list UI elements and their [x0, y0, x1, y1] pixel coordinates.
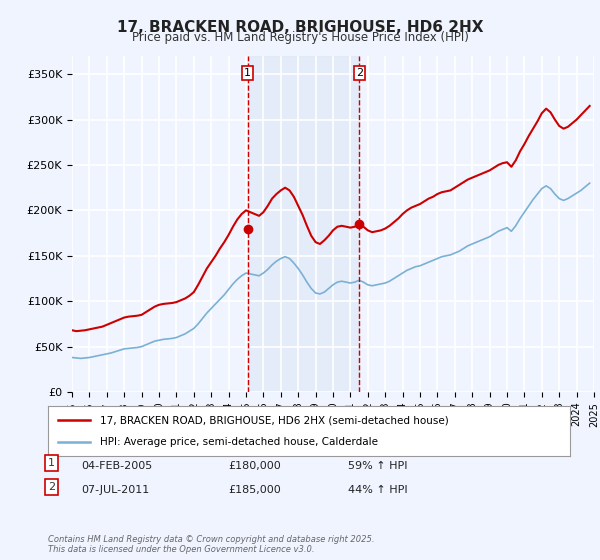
Text: HPI: Average price, semi-detached house, Calderdale: HPI: Average price, semi-detached house,… — [100, 437, 378, 447]
Text: Price paid vs. HM Land Registry's House Price Index (HPI): Price paid vs. HM Land Registry's House … — [131, 31, 469, 44]
Text: £185,000: £185,000 — [228, 485, 281, 495]
Text: 1: 1 — [244, 68, 251, 78]
Text: 1: 1 — [48, 458, 55, 468]
Text: 2: 2 — [48, 482, 55, 492]
Text: 07-JUL-2011: 07-JUL-2011 — [81, 485, 149, 495]
Text: 59% ↑ HPI: 59% ↑ HPI — [348, 461, 407, 471]
Bar — [248, 56, 359, 392]
Text: £180,000: £180,000 — [228, 461, 281, 471]
Text: 17, BRACKEN ROAD, BRIGHOUSE, HD6 2HX: 17, BRACKEN ROAD, BRIGHOUSE, HD6 2HX — [117, 20, 483, 35]
Text: 2: 2 — [356, 68, 363, 78]
Text: Contains HM Land Registry data © Crown copyright and database right 2025.
This d: Contains HM Land Registry data © Crown c… — [48, 535, 374, 554]
Text: 44% ↑ HPI: 44% ↑ HPI — [348, 485, 407, 495]
Text: 04-FEB-2005: 04-FEB-2005 — [81, 461, 152, 471]
Text: 17, BRACKEN ROAD, BRIGHOUSE, HD6 2HX (semi-detached house): 17, BRACKEN ROAD, BRIGHOUSE, HD6 2HX (se… — [100, 415, 449, 425]
